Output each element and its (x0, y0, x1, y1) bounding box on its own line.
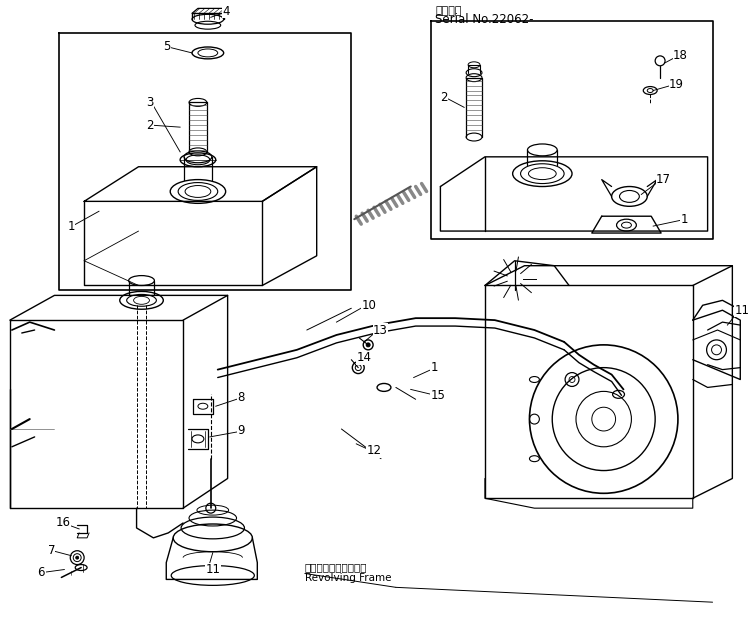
Text: 15: 15 (431, 389, 446, 402)
Text: 1: 1 (431, 361, 438, 374)
Text: 5: 5 (163, 40, 171, 54)
Text: 6: 6 (37, 566, 45, 579)
Text: Serial No.22062-: Serial No.22062- (435, 13, 534, 26)
Ellipse shape (366, 343, 370, 347)
Text: 16: 16 (55, 516, 70, 528)
Text: 18: 18 (673, 49, 688, 63)
Text: 7: 7 (47, 544, 55, 557)
Text: 14: 14 (357, 351, 372, 364)
Text: 11: 11 (734, 304, 749, 317)
Ellipse shape (76, 556, 79, 559)
Text: 17: 17 (656, 173, 671, 186)
Text: 適用号機: 適用号機 (435, 6, 462, 16)
Text: 12: 12 (366, 444, 381, 458)
Text: 9: 9 (237, 425, 245, 437)
Text: Revolving Frame: Revolving Frame (305, 573, 391, 583)
Text: 10: 10 (361, 299, 376, 312)
Text: 3: 3 (147, 96, 154, 109)
Text: 4: 4 (222, 5, 230, 18)
Text: 19: 19 (669, 78, 684, 91)
Text: 2: 2 (147, 119, 154, 131)
Text: 1: 1 (681, 213, 688, 226)
Text: 2: 2 (440, 91, 448, 104)
Text: レボルビングフレーム: レボルビングフレーム (305, 562, 367, 573)
Text: 1: 1 (67, 219, 75, 233)
Text: 8: 8 (237, 391, 245, 404)
Text: 11: 11 (205, 563, 220, 576)
Text: 13: 13 (373, 324, 388, 336)
